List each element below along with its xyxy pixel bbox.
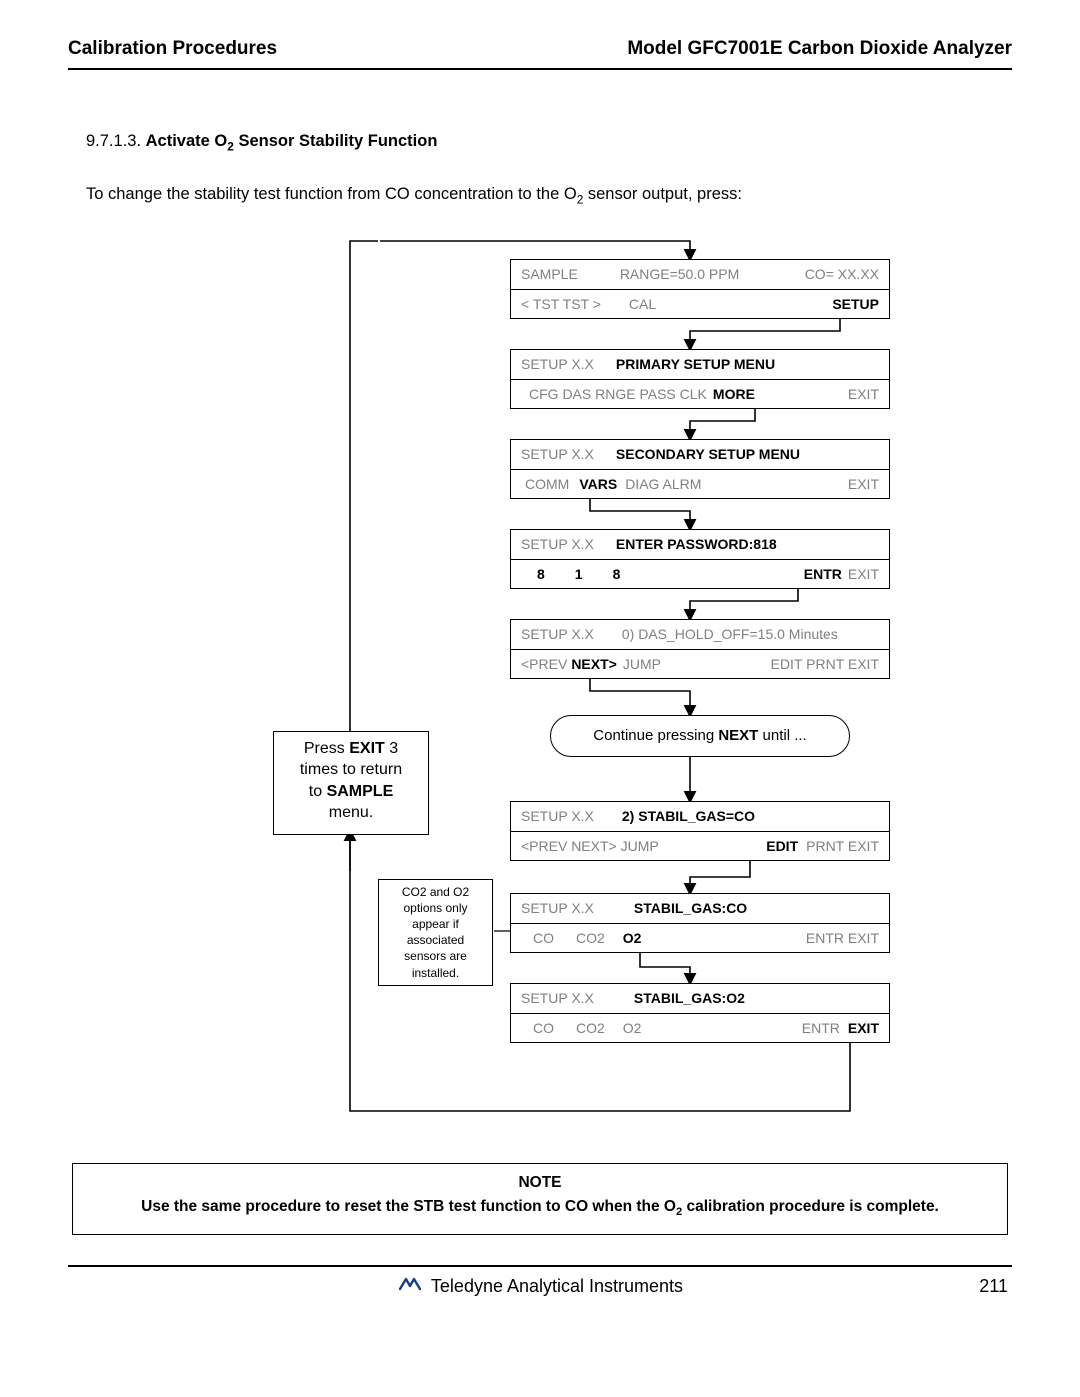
continue-pressing-next: Continue pressing NEXT until ... (550, 715, 850, 757)
menu-flow-diagram: SAMPLE RANGE=50.0 PPM CO= XX.XX < TST TS… (150, 231, 930, 1141)
menu-stabil-gas-select: SETUP X.X STABIL_GAS:CO CO CO2 O2 ENTR E… (510, 893, 890, 953)
header-left: Calibration Procedures (68, 38, 277, 60)
note-callout: NOTE Use the same procedure to reset the… (72, 1163, 1008, 1236)
section-number: 9.7.1.3. (86, 132, 141, 150)
sensors-installed-note: CO2 and O2 options only appear if associ… (378, 879, 493, 986)
exit-instruction-note: Press EXIT 3 times to return to SAMPLE m… (273, 731, 429, 835)
page-header: Calibration Procedures Model GFC7001E Ca… (68, 38, 1012, 70)
footer-company: Teledyne Analytical Instruments (431, 1276, 683, 1297)
page-number: 211 (979, 1276, 1008, 1297)
header-right: Model GFC7001E Carbon Dioxide Analyzer (627, 38, 1012, 60)
teledyne-logo-icon (397, 1275, 423, 1298)
instruction-text: To change the stability test function fr… (86, 185, 1012, 206)
menu-das-hold-off: SETUP X.X 0) DAS_HOLD_OFF=15.0 Minutes <… (510, 619, 890, 679)
menu-sample: SAMPLE RANGE=50.0 PPM CO= XX.XX < TST TS… (510, 259, 890, 319)
menu-enter-password: SETUP X.X ENTER PASSWORD:818 8 1 8 ENTR … (510, 529, 890, 589)
menu-primary-setup: SETUP X.X PRIMARY SETUP MENU CFG DAS RNG… (510, 349, 890, 409)
menu-stabil-gas-o2: SETUP X.X STABIL_GAS:O2 CO CO2 O2 ENTR E… (510, 983, 890, 1043)
page-footer: Teledyne Analytical Instruments 211 (68, 1267, 1012, 1298)
section-heading: 9.7.1.3. Activate O2 Sensor Stability Fu… (86, 132, 1012, 153)
menu-stabil-gas-co: SETUP X.X 2) STABIL_GAS=CO <PREV NEXT> J… (510, 801, 890, 861)
menu-secondary-setup: SETUP X.X SECONDARY SETUP MENU COMM VARS… (510, 439, 890, 499)
note-title: NOTE (91, 1174, 989, 1192)
